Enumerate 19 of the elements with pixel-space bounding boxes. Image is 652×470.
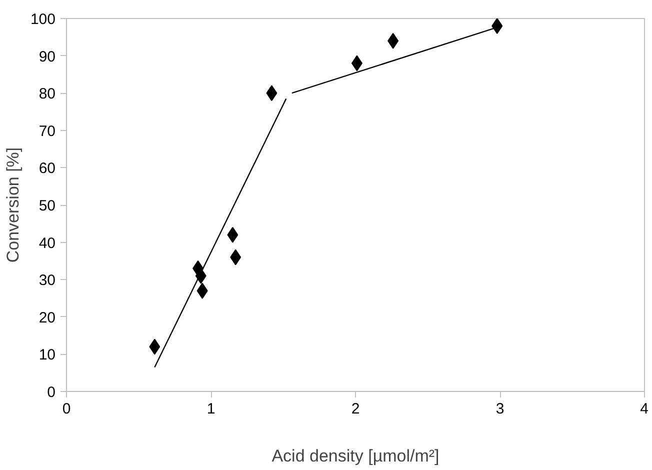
y-tick-label: 100 [30, 11, 56, 28]
y-tick-label: 10 [38, 346, 56, 364]
y-tick-label: 50 [38, 198, 56, 214]
y-tick-label: 80 [38, 86, 56, 103]
y-tick-label: 20 [38, 309, 56, 326]
point [492, 18, 503, 34]
x-tick-label: 0 [62, 400, 71, 418]
y-tick-label: 90 [38, 48, 56, 66]
x-tick-label: 4 [640, 400, 648, 418]
y-axis-title: Conversion [%] [3, 147, 22, 263]
y-tick-label: 40 [38, 234, 56, 252]
x-tick-label: 2 [351, 400, 360, 418]
x-axis-title: Acid density [µmol/m²] [272, 446, 440, 466]
x-tick-label: 1 [206, 400, 216, 418]
y-tick-label: 30 [38, 272, 56, 290]
x-tick-label: 3 [496, 400, 504, 418]
y-tick-label: 0 [47, 384, 56, 401]
y-tick-label: 60 [38, 160, 56, 178]
y-tick-label: 70 [38, 122, 56, 140]
